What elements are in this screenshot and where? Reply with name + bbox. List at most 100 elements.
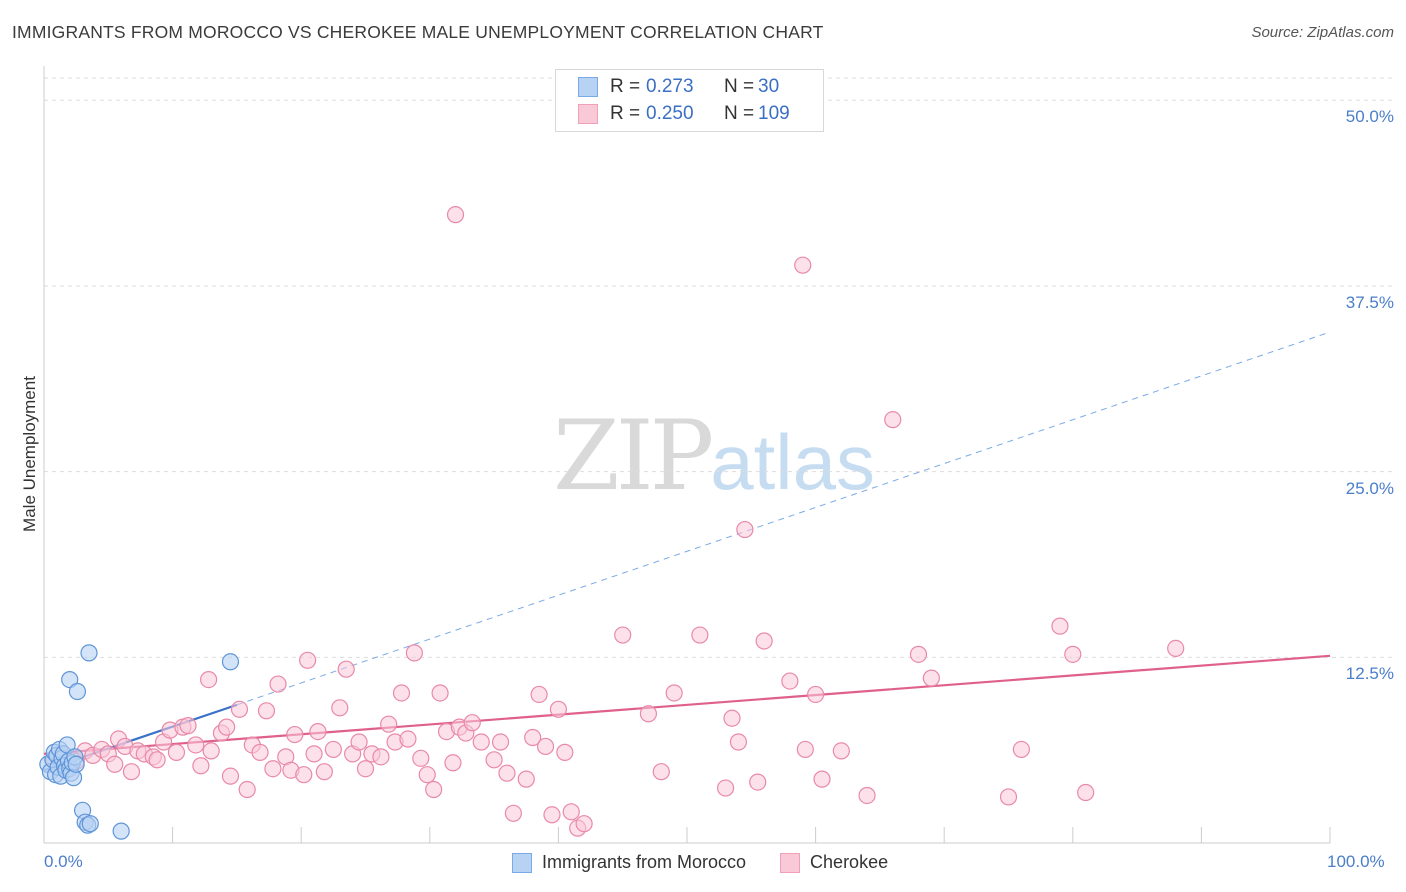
point-cherokee <box>286 725 304 744</box>
point-morocco <box>81 815 99 833</box>
point-cherokee <box>106 755 124 773</box>
point-cherokee <box>472 733 490 751</box>
point-morocco <box>112 822 130 840</box>
point-cherokee <box>909 645 928 663</box>
point-cherokee <box>200 671 218 689</box>
point-cherokee <box>736 520 754 539</box>
point-cherokee <box>324 740 342 759</box>
point-cherokee <box>691 626 709 644</box>
point-cherokee <box>614 626 632 644</box>
y-tick-label: 25.0% <box>1345 478 1394 498</box>
point-cherokee <box>858 786 876 805</box>
point-cherokee <box>575 815 593 833</box>
point-cherokee <box>257 702 276 720</box>
point-cherokee <box>999 788 1018 806</box>
source-label: Source: ZipAtlas.com <box>1251 24 1394 41</box>
point-cherokee <box>517 770 535 788</box>
y-tick-label: 12.5% <box>1345 664 1394 684</box>
point-cherokee <box>350 733 368 751</box>
point-cherokee <box>305 745 323 763</box>
point-cherokee <box>179 717 197 735</box>
y-tick-label: 37.5% <box>1345 292 1394 312</box>
point-cherokee <box>1012 740 1030 759</box>
point-cherokee <box>444 754 462 772</box>
series-legend-morocco[interactable]: Immigrants from Morocco <box>512 852 746 873</box>
series-legend-cherokee[interactable]: Cherokee <box>780 852 888 873</box>
point-cherokee <box>148 751 166 769</box>
point-cherokee <box>562 803 580 821</box>
point-cherokee <box>405 644 423 662</box>
series-legend: Immigrants from Morocco Cherokee <box>512 852 922 873</box>
legend-row-cherokee: R = 0.250 N = 109 <box>578 103 790 125</box>
axes <box>43 66 1331 844</box>
point-cherokee <box>315 763 333 781</box>
point-cherokee <box>781 672 799 690</box>
correlation-legend: R = 0.273 N = 30 R = 0.250 N = 109 <box>555 69 824 132</box>
point-cherokee <box>556 743 574 761</box>
point-cherokee <box>755 632 773 650</box>
point-cherokee <box>806 685 825 704</box>
point-cherokee <box>412 749 430 767</box>
point-cherokee <box>309 722 327 741</box>
legend-swatch-morocco <box>578 77 598 97</box>
legend-n-value: 109 <box>758 103 790 124</box>
point-cherokee <box>380 715 398 733</box>
gridlines <box>44 77 1394 658</box>
point-cherokee <box>498 764 516 782</box>
point-cherokee <box>716 779 735 797</box>
x-tick-label-max: 100.0% <box>1327 852 1385 871</box>
point-cherokee <box>295 766 313 784</box>
point-cherokee <box>221 767 240 785</box>
point-cherokee <box>723 709 741 727</box>
point-cherokee <box>418 766 436 784</box>
point-cherokee <box>269 675 287 693</box>
point-cherokee <box>187 736 205 754</box>
trend-line-morocco-extension <box>236 331 1331 706</box>
point-cherokee <box>372 748 390 766</box>
point-morocco <box>61 671 79 689</box>
point-cherokee <box>1064 645 1082 663</box>
legend-swatch-cherokee <box>578 104 598 124</box>
chart-title: IMMIGRANTS FROM MOROCCO VS CHEROKEE MALE… <box>12 22 824 42</box>
point-cherokee <box>485 751 503 769</box>
point-cherokee <box>202 742 220 760</box>
point-cherokee <box>549 700 568 718</box>
point-cherokee <box>1077 783 1095 802</box>
point-morocco <box>221 653 240 671</box>
point-morocco <box>68 682 87 701</box>
point-cherokee <box>922 669 940 687</box>
point-cherokee <box>832 742 850 760</box>
y-axis-label: Male Unemployment <box>20 376 39 532</box>
trend-line-cherokee <box>43 654 1331 755</box>
point-cherokee <box>230 700 249 718</box>
point-cherokee <box>192 757 210 775</box>
point-cherokee <box>331 699 349 717</box>
point-cherokee <box>251 743 269 761</box>
legend-n-label: N = <box>724 103 755 124</box>
series-label-cherokee: Cherokee <box>810 852 889 872</box>
series-swatch-morocco <box>512 852 532 873</box>
point-cherokee <box>446 206 465 224</box>
point-cherokee <box>536 737 555 756</box>
legend-row-morocco: R = 0.273 N = 30 <box>578 76 779 98</box>
point-cherokee <box>639 705 658 723</box>
legend-r-label: R = <box>610 76 641 97</box>
point-cherokee <box>524 728 542 747</box>
point-cherokee <box>543 806 561 824</box>
point-morocco <box>80 644 98 662</box>
point-cherokee <box>167 743 186 761</box>
point-cherokee <box>356 760 375 778</box>
y-tick-label: 50.0% <box>1345 107 1394 127</box>
point-cherokee <box>425 780 443 799</box>
point-cherokee <box>813 770 831 788</box>
point-cherokee <box>729 733 748 751</box>
point-cherokee <box>652 763 670 781</box>
point-cherokee <box>431 684 449 702</box>
point-cherokee <box>530 685 548 704</box>
point-cherokee <box>218 718 236 736</box>
point-cherokee <box>665 684 683 702</box>
legend-r-value: 0.273 <box>646 76 694 97</box>
legend-r-value: 0.250 <box>646 103 694 124</box>
point-cherokee <box>122 763 141 781</box>
